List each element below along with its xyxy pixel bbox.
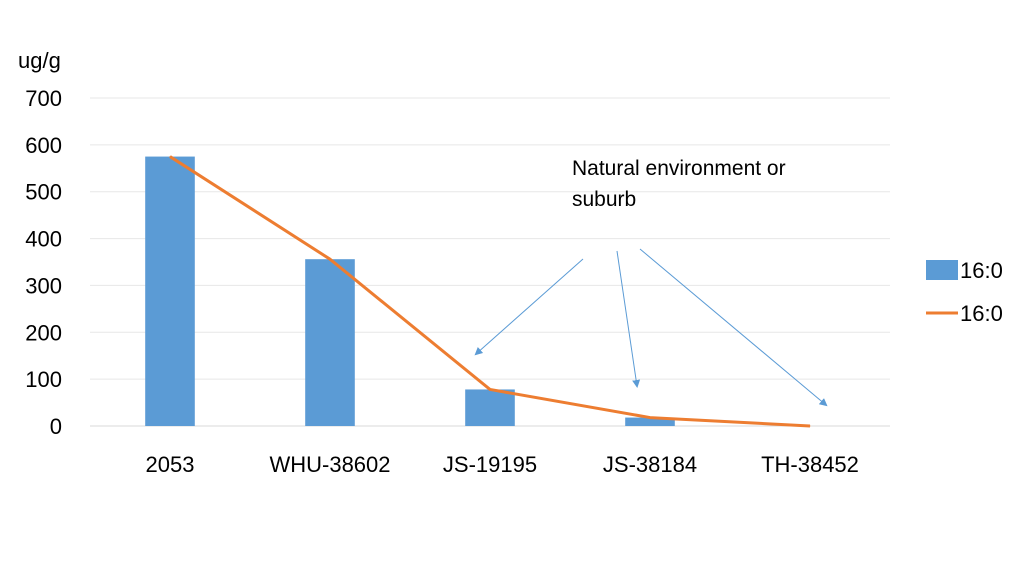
legend-swatch-bar <box>926 260 958 280</box>
bar <box>305 259 355 426</box>
x-tick-label: JS-19195 <box>443 452 537 477</box>
x-tick-label: JS-38184 <box>603 452 697 477</box>
series-line <box>169 155 811 428</box>
line-point <box>809 425 811 427</box>
y-tick-label: 200 <box>25 320 62 345</box>
line-point <box>169 156 171 158</box>
bar-series <box>145 156 675 427</box>
annotation-line-2: suburb <box>572 188 636 211</box>
bar <box>145 156 195 427</box>
annotation-arrow <box>474 258 584 356</box>
annotation: Natural environment or suburb <box>474 157 828 407</box>
bar <box>625 417 675 426</box>
x-axis-ticks: 2053 WHU-38602 JS-19195 JS-38184 TH-38452 <box>146 452 859 477</box>
y-tick-label: 600 <box>25 133 62 158</box>
line-point <box>649 417 651 419</box>
line-point <box>329 258 331 260</box>
line-point <box>489 388 491 390</box>
gridlines <box>90 97 890 427</box>
legend-label-bar: 16:0 <box>960 258 1003 283</box>
annotation-line-1: Natural environment or <box>572 157 786 180</box>
line-series <box>169 155 811 428</box>
y-tick-label: 700 <box>25 86 62 111</box>
x-tick-label: TH-38452 <box>761 452 859 477</box>
annotation-arrow <box>639 248 828 407</box>
x-tick-label: 2053 <box>146 452 195 477</box>
bar <box>465 389 515 426</box>
legend-label-line: 16:0 <box>960 301 1003 326</box>
annotation-arrows <box>474 248 828 407</box>
x-tick-label: WHU-38602 <box>269 452 390 477</box>
y-axis-label: ug/g <box>18 48 61 73</box>
y-tick-label: 300 <box>25 273 62 298</box>
y-tick-label: 100 <box>25 367 62 392</box>
y-axis-ticks: 0 100 200 300 400 500 600 700 <box>25 86 62 439</box>
y-tick-label: 0 <box>50 414 62 439</box>
y-tick-label: 500 <box>25 180 62 205</box>
legend: 16:0 16:0 <box>926 258 1003 326</box>
y-tick-label: 400 <box>25 227 62 252</box>
annotation-arrow <box>616 250 641 388</box>
